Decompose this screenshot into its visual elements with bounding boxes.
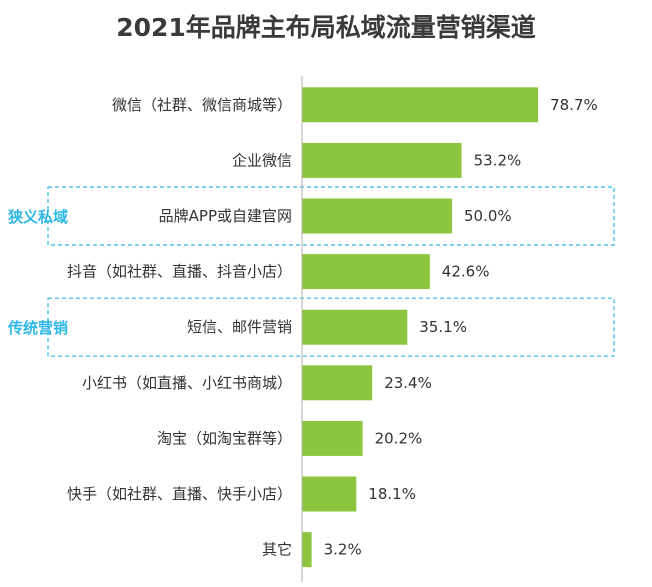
category-label: 小红书（如直播、小红书商城） [82, 374, 292, 392]
value-label: 20.2% [375, 429, 423, 447]
value-label: 3.2% [324, 541, 362, 559]
value-label: 53.2% [474, 151, 522, 169]
bar [302, 477, 356, 512]
value-label: 35.1% [419, 318, 467, 336]
bar [302, 143, 462, 178]
bar [302, 87, 538, 122]
bar [302, 254, 430, 289]
value-label: 42.6% [442, 263, 490, 281]
value-label: 18.1% [368, 485, 416, 503]
category-label: 短信、邮件营销 [187, 318, 292, 336]
value-label: 23.4% [384, 374, 432, 392]
category-label: 抖音（如社群、直播、抖音小店） [67, 263, 292, 281]
category-label: 淘宝（如淘宝群等） [157, 429, 292, 447]
annotation-label: 传统营销 [7, 319, 68, 337]
category-label: 企业微信 [232, 151, 292, 169]
value-label: 50.0% [464, 207, 512, 225]
bar-chart: 狭义私域传统营销 微信（社群、微信商城等） 78.7% 企业微信 53.2% 品牌APP或… [0, 0, 652, 587]
annotation-label: 狭义私域 [7, 208, 68, 226]
category-label: 品牌APP或自建官网 [159, 207, 292, 225]
bar [302, 421, 363, 456]
category-label: 其它 [262, 541, 292, 559]
bar [302, 532, 312, 567]
category-label: 快手（如社群、直播、快手小店） [67, 485, 292, 503]
value-label: 78.7% [550, 96, 598, 114]
bar [302, 365, 372, 400]
bar [302, 310, 407, 345]
category-label: 微信（社群、微信商城等） [112, 96, 292, 114]
bar [302, 199, 452, 234]
